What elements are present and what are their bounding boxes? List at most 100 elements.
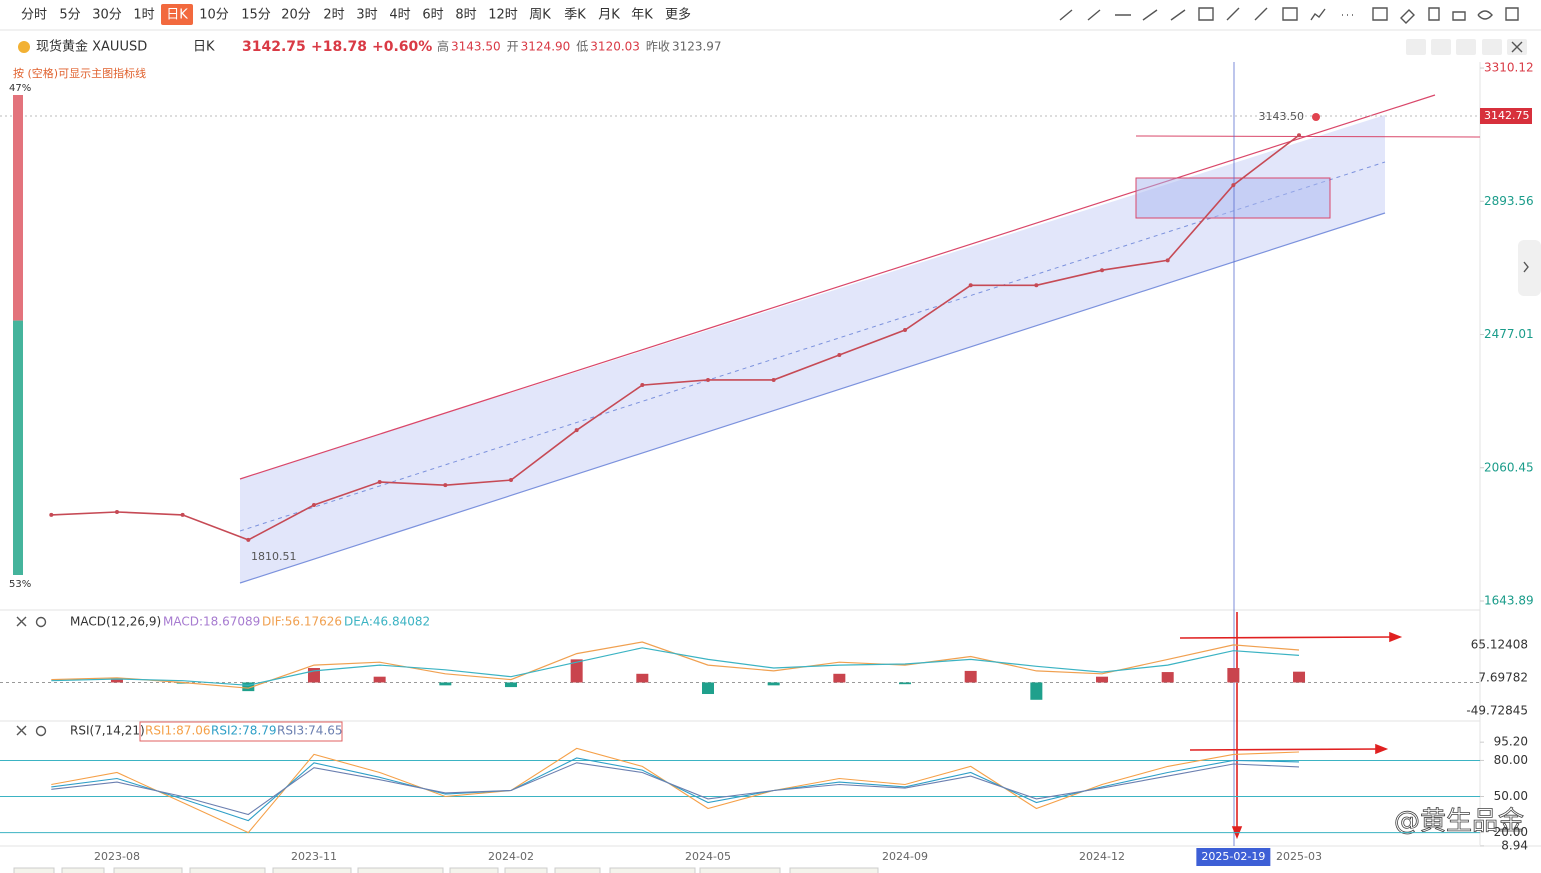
price-point (49, 512, 54, 517)
period-button[interactable]: 12时 (488, 8, 518, 23)
macd-bar (439, 682, 452, 686)
macd-line (51, 641, 1300, 689)
y-tick-label: -49.72845 (1466, 704, 1528, 718)
period-button[interactable]: 月K (598, 8, 620, 23)
period-button[interactable]: 8时 (455, 8, 476, 23)
close-icons[interactable] (16, 616, 27, 736)
macd-bar (767, 682, 780, 686)
period-button[interactable]: 2时 (323, 8, 344, 23)
legend-entry: RSI2:78.79 (211, 724, 277, 738)
period-button[interactable]: 年K (631, 8, 653, 23)
stat-label: 昨收 (646, 40, 670, 54)
stat-value: 3124.90 (521, 40, 571, 54)
rsi-line (51, 757, 1300, 822)
price-tag (1480, 108, 1532, 124)
price-point (508, 478, 513, 483)
side-toggle-icon[interactable] (1523, 261, 1529, 273)
indicator-title[interactable]: MACD(12,26,9) (70, 615, 161, 629)
header-tools[interactable] (1406, 39, 1527, 55)
price-point (640, 383, 645, 388)
price-point (968, 283, 973, 288)
period[interactable]: 日K (193, 40, 215, 55)
macd-bar (373, 676, 386, 683)
settings-icon[interactable] (35, 616, 47, 628)
x-tick-label: 2025-03 (1276, 850, 1322, 863)
channel-bottom (239, 212, 1386, 584)
price-point (114, 510, 119, 515)
side-toggle[interactable] (1518, 240, 1541, 296)
arrows (1179, 612, 1403, 840)
price-point (1100, 268, 1105, 273)
macd-bar (110, 679, 123, 683)
macd-bar (636, 673, 649, 683)
price-point (1034, 283, 1039, 288)
period-button[interactable]: 10分 (199, 8, 229, 23)
rsi-line (51, 762, 1300, 816)
period-button[interactable]: 更多 (665, 7, 691, 23)
y-tick-label: 95.20 (1494, 735, 1528, 749)
watermark: @黄生品金 (1394, 807, 1524, 837)
period-button[interactable]: 15分 (241, 8, 271, 23)
price-point (706, 377, 710, 382)
pin (1312, 113, 1320, 121)
change: +18.78 (311, 39, 367, 55)
macd-line (51, 647, 1300, 686)
annotation: 3143.50 (1259, 110, 1305, 123)
period-button[interactable]: 30分 (92, 8, 122, 23)
y-tick-label: 20.00 (1494, 825, 1528, 839)
period-button[interactable]: 3时 (356, 8, 377, 23)
legend-entry: DIF:56.17626 (262, 615, 342, 629)
macd-bar (1096, 676, 1109, 683)
period-button[interactable]: 周K (529, 8, 551, 23)
period-button[interactable]: 1时 (133, 8, 154, 23)
y-tick-label: 2477.01 (1484, 327, 1534, 341)
price-point (443, 483, 448, 488)
settings-icon[interactable] (35, 725, 47, 737)
y-tick-label: 65.12408 (1471, 637, 1528, 651)
y-tick-label: 80.00 (1494, 753, 1528, 767)
macd-bar (833, 673, 846, 683)
sentiment-label: 53% (9, 579, 31, 590)
legend-entry: RSI1:87.06 (145, 724, 211, 738)
x-tick-label: 2024-12 (1079, 850, 1125, 863)
sentiment-label: 47% (9, 83, 31, 94)
price-point (903, 328, 908, 333)
indicator-title[interactable]: RSI(7,14,21) (70, 724, 145, 738)
stat-label: 低 (576, 40, 588, 54)
period-button[interactable]: 5分 (59, 8, 80, 23)
period-button[interactable]: 20分 (281, 8, 311, 23)
hint: 按 (空格)可显示主图指标线 (13, 66, 146, 80)
price-point (574, 428, 579, 433)
stat-label: 高 (437, 39, 449, 54)
period-button[interactable]: 日K (166, 8, 188, 23)
macd-bar (1161, 672, 1174, 683)
legend-entry: DEA:46.84082 (344, 615, 430, 629)
price-line (51, 134, 1300, 541)
legend-entry: RSI3:74.65 (277, 724, 343, 738)
price-point (1165, 258, 1170, 263)
macd-bar (1293, 671, 1306, 683)
y-tick-label: 2893.56 (1484, 194, 1534, 208)
price-point (246, 537, 251, 542)
period-button[interactable]: 4时 (389, 8, 410, 23)
macd-bar (964, 670, 977, 683)
channel-mid (239, 161, 1386, 532)
x-tick-label: 2024-09 (882, 850, 928, 863)
macd-bar (1227, 668, 1240, 683)
channel-top (239, 94, 1436, 480)
crosshair-date-bg (1196, 848, 1271, 866)
period-button[interactable]: 分时 (21, 8, 47, 23)
bottom-tabs[interactable] (13, 867, 879, 873)
drawing-tools[interactable] (1059, 7, 1519, 24)
period-button[interactable]: 6时 (422, 8, 443, 23)
resistance-line (1135, 135, 1481, 138)
symbol[interactable]: 现货黄金 XAUUSD (36, 39, 147, 55)
stat-label: 开 (507, 40, 519, 54)
y-tick-label: 7.69782 (1478, 671, 1528, 685)
x-tick-label: 2024-02 (488, 850, 534, 863)
macd-bar (1030, 682, 1043, 700)
period-button[interactable]: 季K (564, 8, 586, 23)
x-tick-label: 2023-08 (94, 850, 140, 863)
legend-entry: MACD:18.67089 (163, 615, 260, 629)
